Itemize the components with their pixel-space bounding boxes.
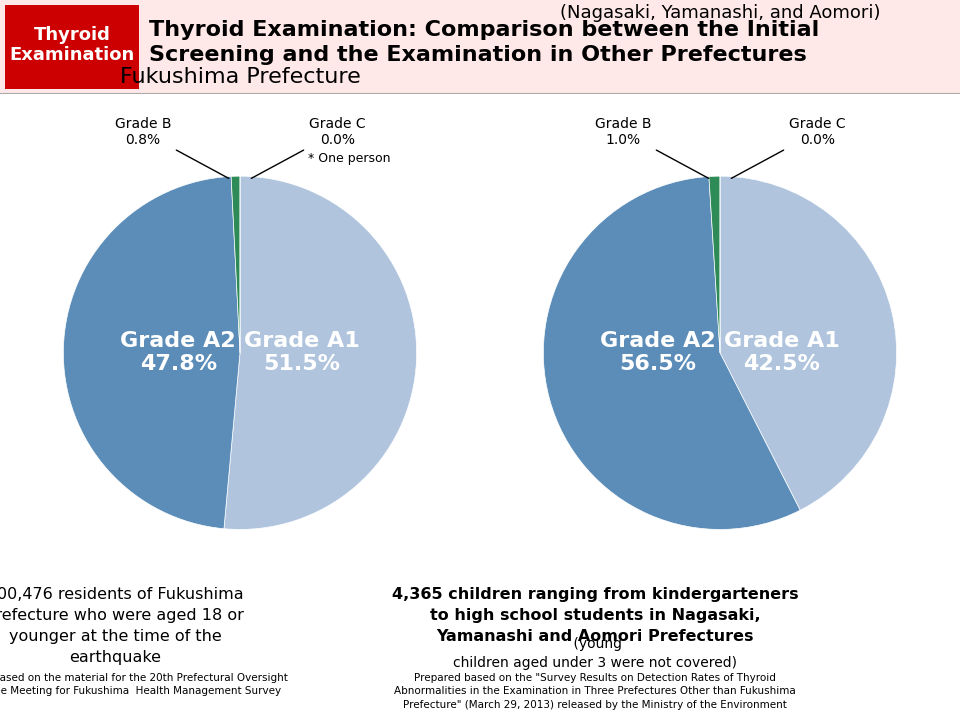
Text: (young
children aged under 3 were not covered): (young children aged under 3 were not co…	[453, 637, 737, 670]
Text: Grade C
0.0%: Grade C 0.0%	[732, 117, 846, 179]
Wedge shape	[720, 176, 897, 510]
Text: Grade C
0.0%: Grade C 0.0%	[252, 117, 366, 179]
Text: 300,476 residents of Fukushima
Prefecture who were aged 18 or
younger at the tim: 300,476 residents of Fukushima Prefectur…	[0, 587, 244, 665]
Text: 4,365 children ranging from kindergarteners
to high school students in Nagasaki,: 4,365 children ranging from kindergarten…	[392, 587, 799, 644]
FancyBboxPatch shape	[0, 0, 960, 94]
Text: Thyroid Examination: Comparison between the Initial
Screening and the Examinatio: Thyroid Examination: Comparison between …	[149, 19, 819, 65]
Text: Thyroid
Examination: Thyroid Examination	[10, 25, 134, 64]
Title: Fukushima Prefecture: Fukushima Prefecture	[120, 68, 360, 87]
Text: (Nagasaki, Yamanashi, and Aomori): (Nagasaki, Yamanashi, and Aomori)	[560, 4, 880, 22]
Text: * One person: * One person	[308, 152, 391, 165]
Text: Grade A1
42.5%: Grade A1 42.5%	[724, 331, 840, 374]
Wedge shape	[708, 176, 720, 353]
Text: Grade A2
47.8%: Grade A2 47.8%	[120, 331, 236, 374]
Text: Grade A1
51.5%: Grade A1 51.5%	[244, 331, 360, 374]
Wedge shape	[231, 176, 240, 353]
Text: Prepared based on the "Survey Results on Detection Rates of Thyroid
Abnormalitie: Prepared based on the "Survey Results on…	[395, 673, 796, 710]
FancyBboxPatch shape	[5, 4, 139, 89]
Wedge shape	[63, 176, 240, 528]
Text: Grade B
0.8%: Grade B 0.8%	[114, 117, 228, 179]
Wedge shape	[543, 176, 801, 529]
Text: Grade B
1.0%: Grade B 1.0%	[594, 117, 708, 179]
Text: Grade A2
56.5%: Grade A2 56.5%	[600, 331, 716, 374]
Wedge shape	[224, 176, 417, 529]
Text: Prepared based on the material for the 20th Prefectural Oversight
Committee Meet: Prepared based on the material for the 2…	[0, 673, 288, 696]
